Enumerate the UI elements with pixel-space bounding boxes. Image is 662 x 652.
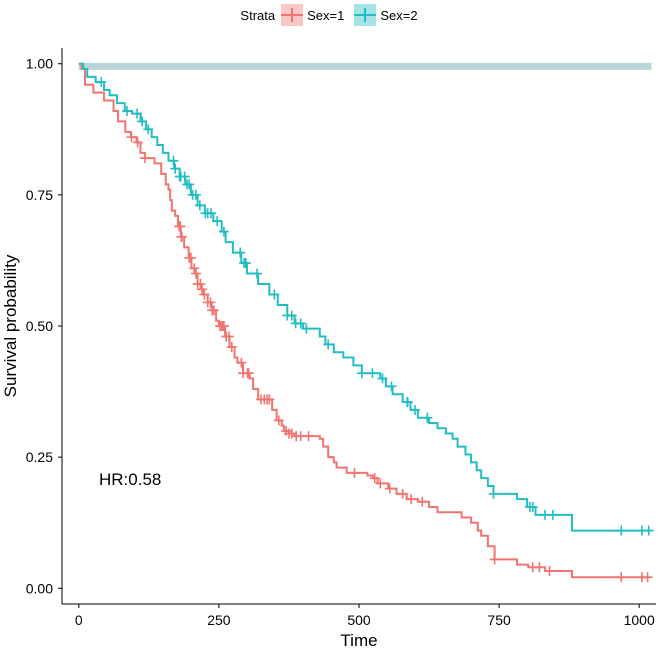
censor-mark [527, 501, 538, 512]
y-axis-title: Survival probability [1, 254, 20, 397]
censor-mark [139, 153, 150, 164]
censor-mark [195, 279, 206, 290]
x-tick-label: 1000 [624, 612, 655, 628]
censor-mark [375, 478, 386, 489]
censor-mark [243, 368, 254, 379]
censor-mark [301, 323, 312, 334]
x-tick-label: 500 [347, 612, 371, 628]
censor-mark [168, 155, 179, 166]
y-tick-label: 0.75 [26, 187, 53, 203]
censor-mark [218, 226, 229, 237]
legend-label-sex1: Sex=1 [307, 7, 345, 23]
censor-mark [386, 381, 397, 392]
censor-mark [190, 189, 201, 200]
censor-mark [384, 483, 395, 494]
censor-mark [190, 268, 201, 279]
legend-entry-sex1[interactable]: Sex=1 [281, 4, 344, 26]
censor-mark [126, 132, 137, 143]
censor-mark [122, 105, 133, 116]
censor-mark [205, 297, 216, 308]
y-tick-label: 0.50 [26, 318, 53, 334]
legend-label-sex2: Sex=2 [380, 7, 418, 23]
censor-mark [264, 394, 275, 405]
censor-mark [194, 200, 205, 211]
censor-mark [547, 509, 558, 520]
y-tick-label: 0.25 [26, 449, 53, 465]
censor-mark [356, 368, 367, 379]
censor-mark [189, 263, 200, 274]
censor-mark [96, 77, 107, 88]
censor-mark [489, 554, 500, 565]
censor-mark [208, 305, 219, 316]
censor-mark [199, 289, 210, 300]
x-tick-label: 0 [75, 612, 83, 628]
censor-mark [132, 137, 143, 148]
censor-mark [417, 496, 428, 507]
censor-mark [534, 562, 545, 573]
censor-mark [616, 572, 627, 583]
censor-mark [488, 488, 499, 499]
censor-mark [235, 247, 246, 258]
legend-entry-sex2[interactable]: Sex=2 [354, 4, 418, 26]
censor-mark [642, 572, 653, 583]
censor-mark [143, 124, 154, 135]
legend-title: Strata [240, 7, 276, 23]
censor-mark [170, 163, 181, 174]
legend-key-sex2 [354, 4, 377, 26]
legend-key-sex1 [281, 4, 304, 26]
censor-mark [240, 258, 251, 269]
censor-mark [422, 412, 433, 423]
censor-mark [544, 565, 555, 576]
censor-mark [175, 221, 186, 232]
censor-mark [323, 339, 334, 350]
censor-mark [397, 488, 408, 499]
censor-mark [137, 116, 148, 127]
censor-mark [377, 373, 388, 384]
x-tick-label: 750 [487, 612, 511, 628]
censor-mark [206, 208, 217, 219]
censor-mark [369, 473, 380, 484]
censor-mark [406, 494, 417, 505]
y-tick-label: 0.00 [26, 580, 53, 596]
survival-curve-sex1 [78, 62, 651, 579]
censor-mark [218, 321, 229, 331]
censor-mark [286, 310, 297, 321]
censor-mark [643, 525, 654, 536]
censor-mark [273, 415, 284, 426]
censor-mark [212, 216, 223, 227]
censor-mark [236, 357, 247, 368]
censor-mark [185, 252, 196, 263]
censor-mark [223, 331, 234, 342]
censor-mark [176, 231, 187, 242]
censor-mark [252, 268, 263, 279]
survival-curve-sex2 [78, 62, 651, 532]
censor-mark [402, 397, 413, 408]
censor-mark [226, 341, 237, 352]
x-tick-label: 250 [207, 612, 231, 628]
censor-mark [132, 108, 143, 119]
censor-mark [197, 284, 208, 295]
censor-mark [295, 318, 306, 329]
censor-mark [410, 404, 421, 415]
censor-mark [303, 431, 314, 442]
legend: Strata Sex=1 Sex=2 [0, 3, 662, 27]
censor-mark [616, 525, 627, 536]
censor-mark [269, 289, 280, 300]
hazard-ratio-annotation: HR:0.58 [99, 470, 162, 489]
y-tick-label: 1.00 [26, 56, 53, 72]
censor-mark [349, 467, 360, 478]
censor-mark [367, 368, 378, 379]
x-axis-title: Time [340, 631, 377, 650]
censor-mark [179, 171, 190, 182]
censor-mark [184, 179, 195, 190]
